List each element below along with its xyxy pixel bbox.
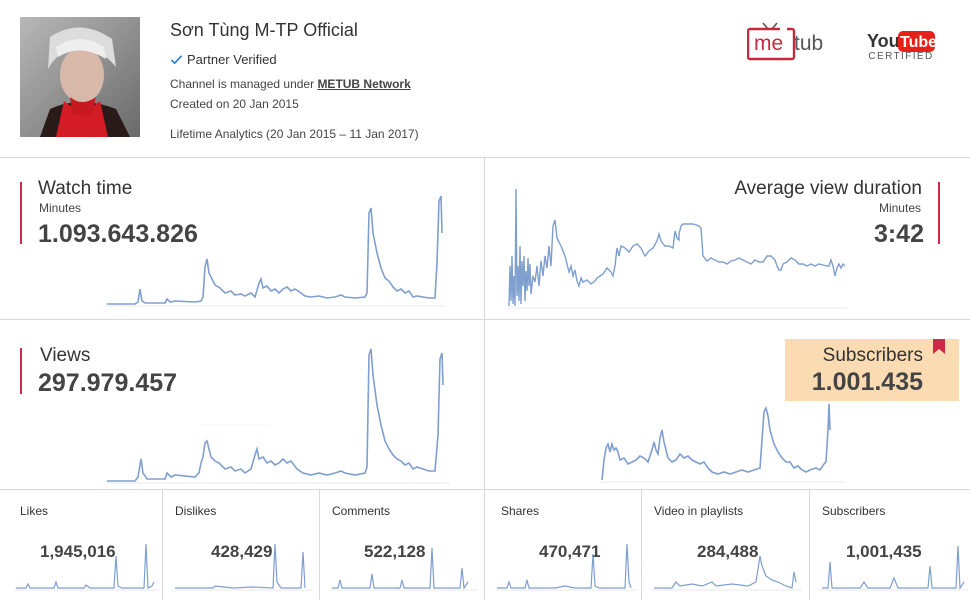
subscribers-title: Subscribers xyxy=(822,345,923,366)
subscribers-panel[interactable]: Subscribers 1.001.435 xyxy=(485,320,970,490)
avg-view-duration-panel[interactable]: Average view duration Minutes 3:42 xyxy=(485,158,970,320)
dislikes-sparkline xyxy=(173,543,313,591)
avg-duration-title: Average view duration xyxy=(734,178,922,199)
views-chart xyxy=(105,348,450,484)
stat-shares[interactable]: Shares 470,471 xyxy=(485,490,642,600)
stat-value: 1,945,016 xyxy=(40,542,116,561)
shares-sparkline xyxy=(495,543,637,591)
created-date: Created on 20 Jan 2015 xyxy=(170,97,299,111)
avg-duration-unit: Minutes xyxy=(878,201,921,215)
accent-bar xyxy=(20,348,22,394)
stat-label: Likes xyxy=(20,504,49,518)
avg-duration-value: 3:42 xyxy=(873,220,924,248)
stat-label: Subscribers xyxy=(822,504,886,518)
stat-comments[interactable]: Comments 522,128 xyxy=(320,490,485,600)
youtube-you-text: You xyxy=(867,31,900,51)
managed-line: Channel is managed under METUB Network xyxy=(170,77,411,91)
stat-label: Comments xyxy=(332,504,391,518)
youtube-certified: CERTIFIED xyxy=(868,51,934,62)
views-panel[interactable]: Views 297.979.457 xyxy=(0,320,485,490)
views-value: 297.979.457 xyxy=(38,369,178,397)
views-title: Views xyxy=(40,345,91,366)
stat-label: Video in playlists xyxy=(654,504,744,518)
stat-value: 470,471 xyxy=(539,542,601,561)
bookmark-icon[interactable] xyxy=(933,339,945,354)
comments-sparkline xyxy=(330,547,478,591)
managed-prefix: Channel is managed under xyxy=(170,77,318,91)
watch-time-unit: Minutes xyxy=(39,201,82,215)
watch-time-chart xyxy=(105,195,445,307)
youtube-logo[interactable]: You Tube xyxy=(866,21,936,65)
watch-time-panel[interactable]: Watch time Minutes 1.093.643.826 xyxy=(0,158,485,320)
subscribers-value: 1.001.435 xyxy=(811,368,923,396)
channel-name: Sơn Tùng M-TP Official xyxy=(170,20,358,40)
playlists-sparkline xyxy=(652,555,802,591)
network-link[interactable]: METUB Network xyxy=(317,77,411,91)
subscribers-highlight: Subscribers 1.001.435 xyxy=(785,339,959,401)
lifetime-analytics: Lifetime Analytics (20 Jan 2015 – 11 Jan… xyxy=(170,127,419,141)
avatar-image xyxy=(20,17,140,137)
stat-label: Dislikes xyxy=(175,504,217,518)
accent-bar xyxy=(938,182,940,244)
stat-dislikes[interactable]: Dislikes 428,429 xyxy=(163,490,320,600)
watch-time-value: 1.093.643.826 xyxy=(38,220,198,248)
stat-value: 284,488 xyxy=(697,542,759,561)
stat-subscribers[interactable]: Subscribers 1,001,435 xyxy=(810,490,970,600)
stat-value: 428,429 xyxy=(211,542,273,561)
channel-header: Sơn Tùng M-TP Official Partner Verified … xyxy=(0,0,970,158)
subscribers-chart xyxy=(600,403,845,483)
verified-label: Partner Verified xyxy=(187,52,277,67)
metub-logo[interactable]: me tub xyxy=(747,20,841,64)
stat-value: 522,128 xyxy=(364,542,426,561)
stat-likes[interactable]: Likes 1,945,016 xyxy=(0,490,163,600)
channel-avatar[interactable] xyxy=(20,17,140,137)
accent-bar xyxy=(20,182,22,244)
stat-video-in-playlists[interactable]: Video in playlists 284,488 xyxy=(642,490,810,600)
partner-verified: Partner Verified xyxy=(170,52,277,67)
stat-value: 1,001,435 xyxy=(846,542,922,561)
metub-tub-text: tub xyxy=(794,32,823,55)
metub-me-text: me xyxy=(754,32,783,55)
check-icon xyxy=(170,55,183,65)
likes-sparkline xyxy=(14,543,159,591)
watch-time-title: Watch time xyxy=(38,178,133,199)
youtube-tube-text: Tube xyxy=(900,34,936,51)
stat-label: Shares xyxy=(501,504,540,518)
subscribers-sparkline xyxy=(820,545,968,591)
avg-duration-chart xyxy=(507,188,847,309)
